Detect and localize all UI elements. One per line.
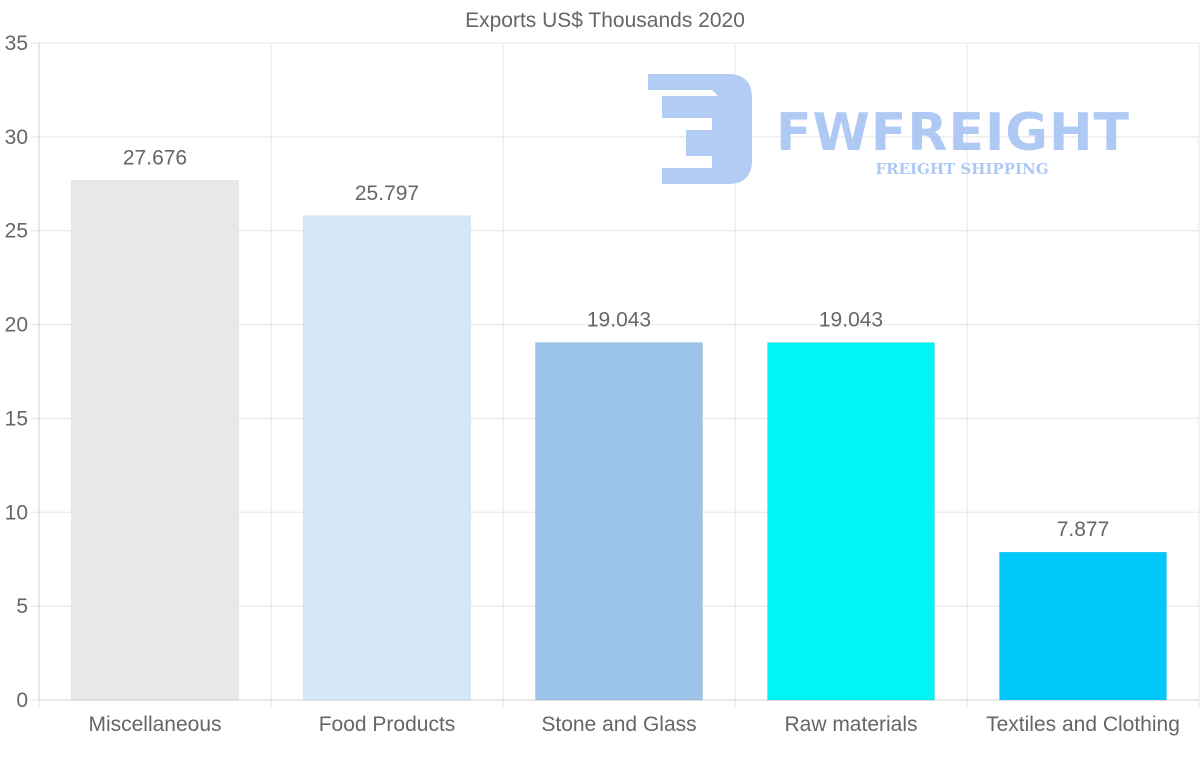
y-tick-label: 5 xyxy=(16,595,28,618)
x-tick-label: Textiles and Clothing xyxy=(986,713,1180,736)
watermark-tagline: FREIGHT SHIPPING xyxy=(875,160,1048,178)
data-labels: 27.676 25.797 19.043 19.043 7.877 xyxy=(123,146,1109,541)
bar-textiles-and-clothing[interactable] xyxy=(998,551,1168,701)
y-tick-label: 35 xyxy=(5,32,28,55)
bars xyxy=(70,179,1168,701)
y-tick-label: 20 xyxy=(5,314,28,337)
data-label: 27.676 xyxy=(123,146,187,169)
data-label: 25.797 xyxy=(355,182,419,205)
data-label: 19.043 xyxy=(587,309,651,332)
y-tick-label: 15 xyxy=(5,407,28,430)
bar-food-products[interactable] xyxy=(302,215,472,701)
logo-mark-icon xyxy=(648,74,752,184)
watermark-brand: FWFREIGHT xyxy=(776,103,1130,163)
watermark-logo: FWFREIGHT FREIGHT SHIPPING xyxy=(648,74,1130,184)
data-label: 7.877 xyxy=(1057,518,1110,541)
y-tick-label: 25 xyxy=(5,220,28,243)
x-tick-label: Miscellaneous xyxy=(88,713,221,736)
x-tick-label: Raw materials xyxy=(784,713,917,736)
bar-stone-and-glass[interactable] xyxy=(534,342,704,701)
data-label: 19.043 xyxy=(819,309,883,332)
bar-miscellaneous[interactable] xyxy=(70,179,240,701)
bar-raw-materials[interactable] xyxy=(766,342,936,701)
y-tick-label: 10 xyxy=(5,501,28,524)
x-axis-labels: Miscellaneous Food Products Stone and Glas… xyxy=(88,713,1179,736)
y-tick-label: 30 xyxy=(5,126,28,149)
chart-title: Exports US$ Thousands 2020 xyxy=(465,9,745,32)
y-tick-label: 0 xyxy=(16,689,28,712)
x-tick-label: Stone and Glass xyxy=(541,713,696,736)
x-tick-label: Food Products xyxy=(319,713,456,736)
y-axis-ticks: 0 5 10 15 20 25 30 35 xyxy=(5,32,28,712)
